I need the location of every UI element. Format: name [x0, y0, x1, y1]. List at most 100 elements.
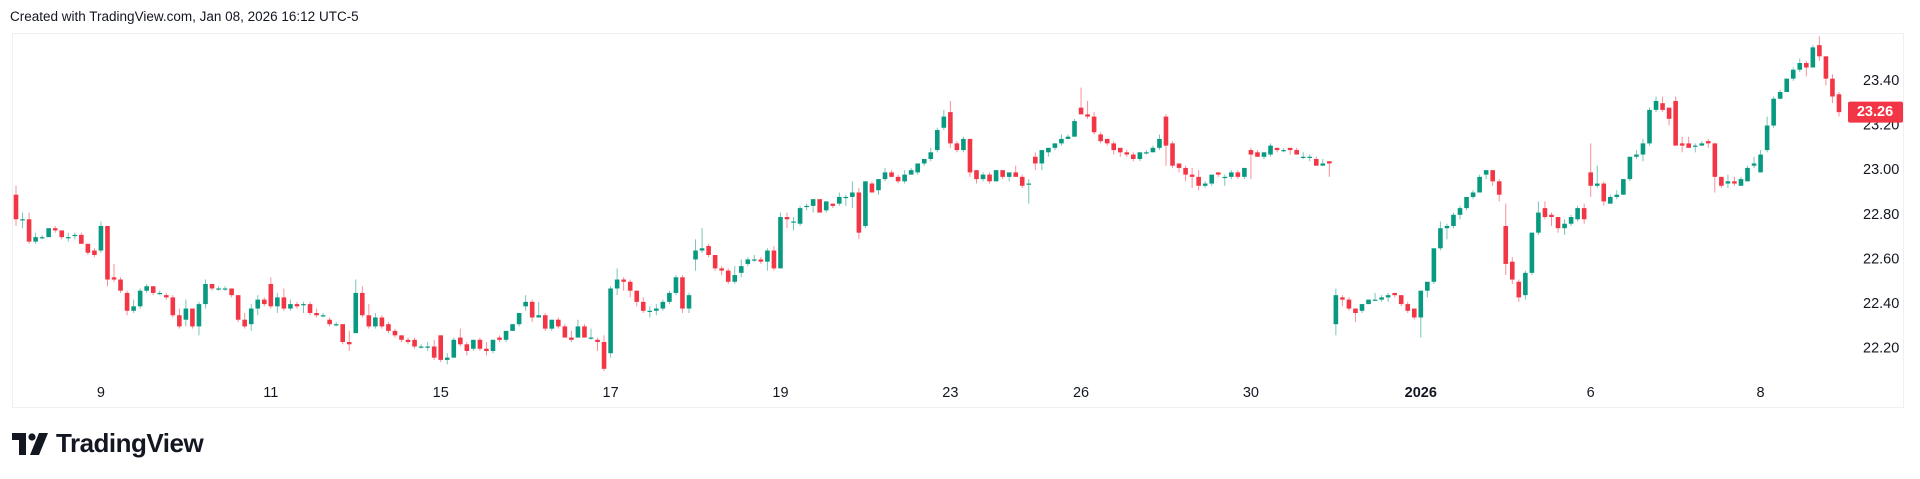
candle [941, 109, 947, 130]
candle-body [1333, 295, 1339, 325]
candle [1248, 147, 1254, 180]
candle [673, 275, 679, 296]
candle [1438, 221, 1443, 251]
candle-body [1738, 179, 1744, 186]
candle-body [340, 324, 345, 343]
candle [144, 284, 149, 293]
candle [360, 286, 365, 318]
candle-body [706, 246, 711, 255]
candle [320, 313, 326, 318]
candle-body [1790, 69, 1796, 79]
candle [1385, 292, 1391, 302]
candle-body [588, 337, 594, 339]
candle-body [941, 116, 947, 128]
candle [1601, 181, 1607, 206]
candle-body [497, 337, 502, 340]
candle [1758, 150, 1763, 173]
candle [1170, 141, 1175, 168]
candle [92, 248, 97, 258]
candle [843, 194, 849, 206]
candle-body [98, 225, 104, 251]
candle-body [1601, 183, 1607, 202]
candle-body [1607, 196, 1613, 204]
tradingview-logo[interactable]: TradingView [12, 428, 204, 459]
candle [1712, 143, 1718, 193]
candle-body [1111, 143, 1117, 151]
time-axis[interactable]: 9 11 15 17 19 23 26 30 2026 6 8 [97, 385, 1765, 401]
candle-body [817, 199, 822, 213]
candle-body [242, 319, 247, 327]
candle-body [451, 339, 457, 358]
candle [242, 313, 247, 329]
candle [627, 279, 633, 298]
candle-body [556, 319, 561, 327]
candle [601, 335, 607, 372]
candle [1209, 174, 1215, 186]
candle [1509, 257, 1515, 284]
candle-body [523, 301, 528, 307]
candle-body [209, 284, 215, 289]
candle [458, 328, 463, 347]
candle-body [418, 346, 424, 348]
candle [438, 335, 444, 363]
candle-body [444, 357, 450, 360]
candle-body [1176, 163, 1182, 168]
candle-body [1529, 232, 1535, 273]
candle-body [1411, 308, 1417, 318]
candle-body [1255, 152, 1260, 157]
candle [1647, 107, 1652, 146]
candle-body [627, 281, 633, 291]
candle-body [137, 290, 143, 307]
candle [150, 286, 156, 296]
candle-body [654, 308, 659, 311]
candle-body [33, 237, 38, 242]
candle-body [1000, 170, 1005, 177]
candle [1281, 147, 1286, 153]
candle-body [1170, 143, 1175, 166]
candle-body [1163, 116, 1169, 146]
candle [288, 299, 293, 311]
candle [732, 266, 738, 284]
time-tick-label: 26 [1073, 385, 1089, 401]
candle-body [1425, 281, 1430, 291]
candle-body [216, 288, 221, 290]
candle-body [222, 288, 228, 290]
candle-body [974, 170, 979, 180]
candle [765, 248, 770, 271]
candle-body [1209, 174, 1215, 184]
candle-body [1379, 297, 1384, 300]
candle [1764, 116, 1770, 153]
candle [190, 308, 195, 329]
candle-body [1327, 161, 1332, 164]
candle-body [902, 174, 907, 182]
candle-body [111, 277, 117, 280]
candle [1549, 212, 1554, 226]
candle-body [1229, 172, 1234, 177]
candle-body [92, 250, 97, 255]
candle-body [1483, 170, 1489, 175]
candle-body [1758, 154, 1763, 173]
candle-body [1634, 154, 1639, 157]
candle [915, 163, 920, 175]
candle [1137, 152, 1143, 162]
candle [46, 228, 51, 238]
candle [1581, 203, 1587, 224]
candle [39, 234, 45, 240]
candle-body [1660, 103, 1665, 110]
candle-body [1418, 290, 1424, 318]
candle-body [582, 326, 587, 338]
candle [1810, 45, 1816, 68]
candlestick-chart[interactable]: 22.20 22.40 22.60 22.80 23.00 23.20 23.40 9 11 1… [12, 33, 1904, 408]
candle [1124, 150, 1130, 157]
candle [183, 299, 189, 327]
candle [1673, 96, 1678, 146]
candle-body [934, 129, 940, 151]
candle [373, 313, 378, 329]
candle [346, 330, 352, 351]
candle [425, 342, 430, 351]
candle [556, 317, 561, 329]
candle [105, 225, 110, 287]
candle [810, 199, 816, 213]
candle-body [190, 308, 195, 327]
